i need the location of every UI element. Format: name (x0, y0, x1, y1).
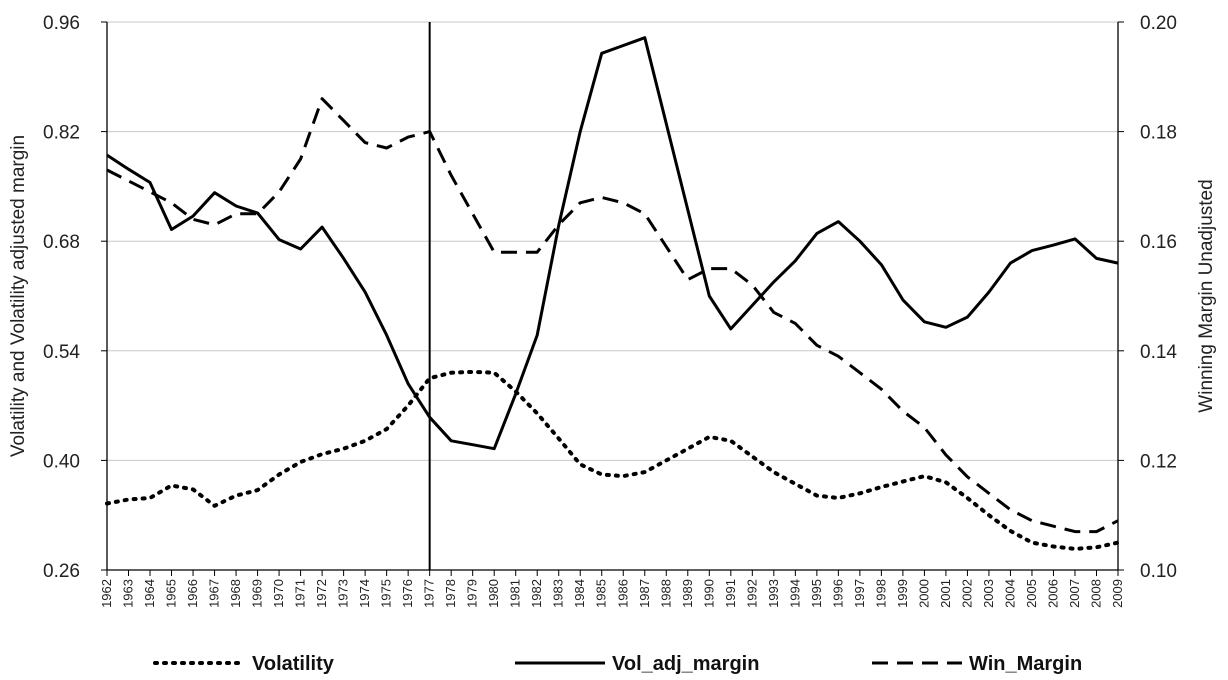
right-tick-label: 0.18 (1140, 123, 1177, 144)
left-tick-label: 0.26 (43, 561, 80, 582)
x-tick-label: 1964 (142, 579, 157, 608)
x-tick-label: 2002 (959, 579, 974, 608)
x-tick-label: 1969 (250, 579, 265, 608)
x-tick-label: 1985 (594, 579, 609, 608)
x-tick-label: 1978 (443, 579, 458, 608)
left-axis-title: Volatility and Volatility adjusted margi… (8, 135, 29, 457)
series-line-win-margin (106, 97, 1119, 534)
left-tick-label: 0.82 (43, 123, 80, 144)
left-y-axis-ticks: 0.26 0.40 0.54 0.68 0.82 0.96 (43, 13, 107, 582)
x-tick-label: 2007 (1067, 579, 1082, 608)
x-tick-label: 1970 (271, 579, 286, 608)
x-tick-label: 1994 (787, 579, 802, 608)
right-axis-title: Winning Margin Unadjusted (1196, 179, 1217, 412)
left-tick-label: 0.40 (43, 451, 80, 472)
legend-label: Vol_adj_margin (612, 653, 759, 675)
left-tick-label: 0.54 (43, 342, 80, 363)
x-tick-label: 1997 (852, 579, 867, 608)
right-tick-label: 0.12 (1140, 451, 1177, 472)
right-tick-label: 0.14 (1140, 342, 1177, 363)
x-tick-label: 2008 (1088, 579, 1103, 608)
x-tick-label: 1981 (508, 579, 523, 608)
x-tick-label: 1998 (873, 579, 888, 608)
x-tick-label: 1979 (465, 579, 480, 608)
x-tick-label: 1980 (486, 579, 501, 608)
x-tick-label: 1982 (529, 579, 544, 608)
x-tick-label: 1984 (572, 579, 587, 608)
x-tick-label: 1986 (615, 579, 630, 608)
x-tick-label: 1992 (744, 579, 759, 608)
x-tick-label: 1972 (314, 579, 329, 608)
x-tick-label: 1965 (164, 579, 179, 608)
x-tick-label: 1989 (680, 579, 695, 608)
legend-label: Volatility (252, 653, 335, 675)
x-tick-label: 2001 (938, 579, 953, 608)
series-lines (105, 36, 1120, 551)
x-tick-label: 2000 (916, 579, 931, 608)
left-tick-label: 0.96 (43, 13, 80, 34)
x-tick-label: 1990 (701, 579, 716, 608)
x-tick-label: 1988 (658, 579, 673, 608)
x-tick-label: 1983 (551, 579, 566, 608)
x-tick-label: 2005 (1024, 579, 1039, 608)
x-tick-label: 1973 (336, 579, 351, 608)
x-tick-label: 2006 (1045, 579, 1060, 608)
x-tick-label: 1995 (809, 579, 824, 608)
x-tick-label: 2003 (981, 579, 996, 608)
x-tick-label: 1976 (400, 579, 415, 608)
x-tick-label: 1975 (379, 579, 394, 608)
plot-area (106, 22, 1119, 571)
x-tick-label: 2004 (1002, 579, 1017, 608)
x-tick-label: 1962 (99, 579, 114, 608)
left-tick-label: 0.68 (43, 232, 80, 253)
right-tick-label: 0.20 (1140, 13, 1177, 34)
x-tick-label: 1963 (121, 579, 136, 608)
x-tick-label: 1999 (895, 579, 910, 608)
x-tick-label: 1968 (228, 579, 243, 608)
x-tick-label: 1966 (185, 579, 200, 608)
right-tick-label: 0.10 (1140, 561, 1177, 582)
x-tick-label: 1971 (293, 579, 308, 608)
legend-label: Win_Margin (969, 653, 1082, 675)
x-tick-label: 1991 (723, 579, 738, 608)
x-tick-label: 1974 (357, 579, 372, 608)
right-tick-label: 0.16 (1140, 232, 1177, 253)
series-line-vol-adj-margin (106, 36, 1119, 451)
x-tick-label: 1996 (830, 579, 845, 608)
x-tick-label: 1993 (766, 579, 781, 608)
x-tick-label: 1967 (207, 579, 222, 608)
legend: Volatility Vol_adj_margin Win_Margin (153, 653, 1082, 675)
x-axis-ticks: 1962 1963 1964 1965 1966 1967 1968 1969 1970 1971… (99, 570, 1125, 608)
right-y-axis-ticks: 0.10 0.12 0.14 0.16 0.18 0.20 (1118, 13, 1177, 582)
x-tick-label: 1987 (637, 579, 652, 608)
x-tick-label: 2009 (1110, 579, 1125, 608)
x-tick-label: 1977 (422, 579, 437, 608)
